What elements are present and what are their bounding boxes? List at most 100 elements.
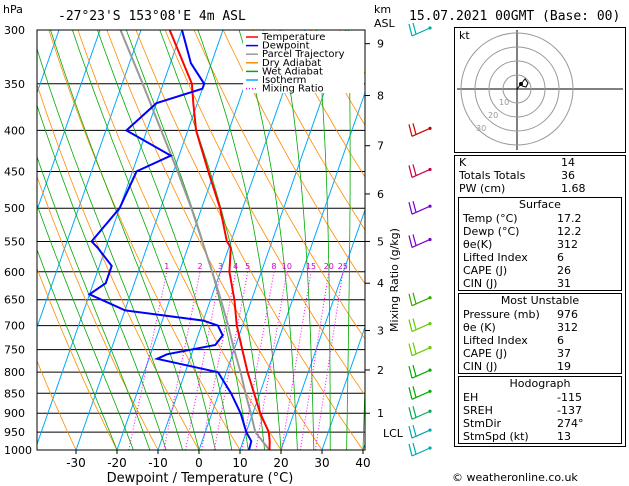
most-unstable-row: CAPE (J) 37	[463, 347, 571, 360]
isotherm-line	[37, 30, 101, 212]
wind-barb-flag	[412, 201, 417, 213]
x-tick-label: 10	[232, 456, 247, 470]
wind-barb	[408, 442, 432, 457]
wind-barb-marker	[428, 237, 432, 242]
x-tick-label: -20	[107, 456, 127, 470]
hodograph-ring-30	[474, 46, 560, 132]
wind-barb-flag	[412, 164, 417, 176]
km-tick-label: 7	[377, 140, 384, 153]
wind-barb-flag	[408, 343, 413, 356]
dry-adiabat-line	[251, 30, 365, 231]
mixing-ratio-line	[241, 271, 275, 450]
legend-background	[243, 31, 364, 93]
hodograph-param-row: EH -115	[463, 391, 582, 404]
wet-adiabat-line	[238, 30, 298, 450]
wind-barb-flag	[412, 442, 417, 455]
wind-barb-flag	[412, 424, 417, 437]
x-tick-label: -30	[66, 456, 86, 470]
pressure-tick-label: 600	[4, 266, 25, 279]
km-tick-label: 2	[377, 364, 384, 377]
km-label: km	[374, 3, 391, 16]
wind-barb-marker	[428, 296, 432, 300]
legend-label: Temperature	[261, 32, 325, 43]
pressure-tick-label: 850	[4, 387, 25, 400]
wind-barb	[408, 424, 432, 439]
mixing-ratio-line	[314, 271, 344, 450]
wind-barb-marker	[428, 321, 432, 326]
legend-label: Wet Adiabat	[262, 66, 323, 77]
mixing-ratio-label: 10	[282, 262, 292, 271]
wind-barb-shaft	[411, 27, 431, 37]
dry-adiabat-line	[280, 30, 365, 178]
wet-adiabat-line	[346, 30, 351, 450]
wind-barb-shaft	[411, 390, 431, 400]
wind-barb	[408, 123, 432, 137]
wind-barb-shaft	[411, 297, 431, 307]
wind-barb-marker	[428, 204, 432, 208]
legend-label: Mixing Ratio	[262, 84, 324, 95]
dry-adiabat-line	[222, 30, 365, 285]
wind-barb-flag	[412, 386, 417, 398]
wet-adiabat-line	[362, 374, 365, 450]
wind-barb-shaft	[411, 323, 431, 333]
datetime-title: 15.07.2021 00GMT (Base: 00)	[409, 9, 620, 24]
hodograph-ring-label: 10	[499, 98, 509, 107]
mixing-ratio-label: 1	[164, 262, 169, 271]
surface-row: Temp (°C) 17.2	[463, 212, 582, 225]
wet-adiabat-line	[316, 30, 331, 450]
wind-barb-shaft	[411, 347, 431, 357]
hodograph-param-row: StmSpd (kt) 13	[463, 430, 571, 443]
legend-label: Isotherm	[262, 75, 306, 86]
mixing-ratio-label: 8	[271, 262, 276, 271]
pressure-tick-label: 650	[4, 294, 25, 307]
surface-row: CAPE (J) 26	[463, 264, 571, 277]
mixing-ratio-line	[201, 271, 237, 450]
dry-adiabat-line	[37, 359, 77, 450]
temperature-line	[168, 30, 271, 450]
x-axis-label: Dewpoint / Temperature (°C)	[107, 471, 294, 486]
wind-barb	[408, 406, 432, 420]
km-tick-label: 9	[377, 38, 384, 51]
dry-adiabat-line	[48, 30, 241, 450]
wind-barb-flag	[412, 342, 417, 354]
wind-barb	[408, 234, 432, 248]
wind-barb-shaft	[411, 127, 431, 137]
wind-barb-flag	[408, 366, 413, 379]
plot-frame	[36, 29, 366, 451]
pressure-tick-label: 950	[4, 426, 25, 439]
hodograph-ring-label: 30	[476, 124, 486, 133]
mixing-ratio-line	[281, 271, 312, 450]
km-tick-label: 8	[377, 90, 384, 103]
most-unstable-title: Most Unstable	[500, 294, 580, 307]
mixing-ratio-label: 15	[306, 262, 316, 271]
x-tick-label: 40	[355, 456, 370, 470]
wind-barb-flag	[412, 318, 417, 330]
x-tick-label: 30	[314, 456, 329, 470]
wind-barb-flag	[412, 234, 417, 246]
wind-barb-shaft	[411, 410, 431, 420]
mixing-ratio-line	[185, 271, 222, 450]
wind-barb	[408, 22, 432, 37]
dry-adiabat-line	[37, 83, 200, 450]
wind-barb-marker	[428, 126, 432, 130]
pressure-tick-label: 1000	[4, 444, 32, 457]
wind-barb-flag	[412, 406, 417, 418]
hodograph-ring-10	[502, 74, 532, 104]
wet-adiabat-line	[37, 248, 118, 450]
wind-barb-flag	[408, 23, 413, 37]
wind-barb-shaft	[411, 205, 431, 215]
x-tick-label: 0	[195, 456, 203, 470]
wind-barb-flag	[408, 202, 413, 215]
wind-barb-flag	[408, 319, 413, 332]
hodograph: kt 10 20 30	[457, 29, 623, 150]
hodograph-params-section: Hodograph EH -115 SREH -137 StmDir 274° Stm…	[458, 376, 622, 444]
wind-barb-flag	[408, 124, 413, 137]
wind-barb-marker	[428, 368, 432, 372]
wind-barb-flag	[412, 22, 417, 35]
index-row: K 14	[459, 156, 575, 169]
wind-barb-marker	[428, 346, 432, 350]
wind-barb-shaft	[411, 369, 431, 379]
wind-barb	[408, 342, 432, 357]
most-unstable-row: θe (K) 312	[463, 321, 578, 334]
hodograph-ring-label: 20	[488, 111, 498, 120]
